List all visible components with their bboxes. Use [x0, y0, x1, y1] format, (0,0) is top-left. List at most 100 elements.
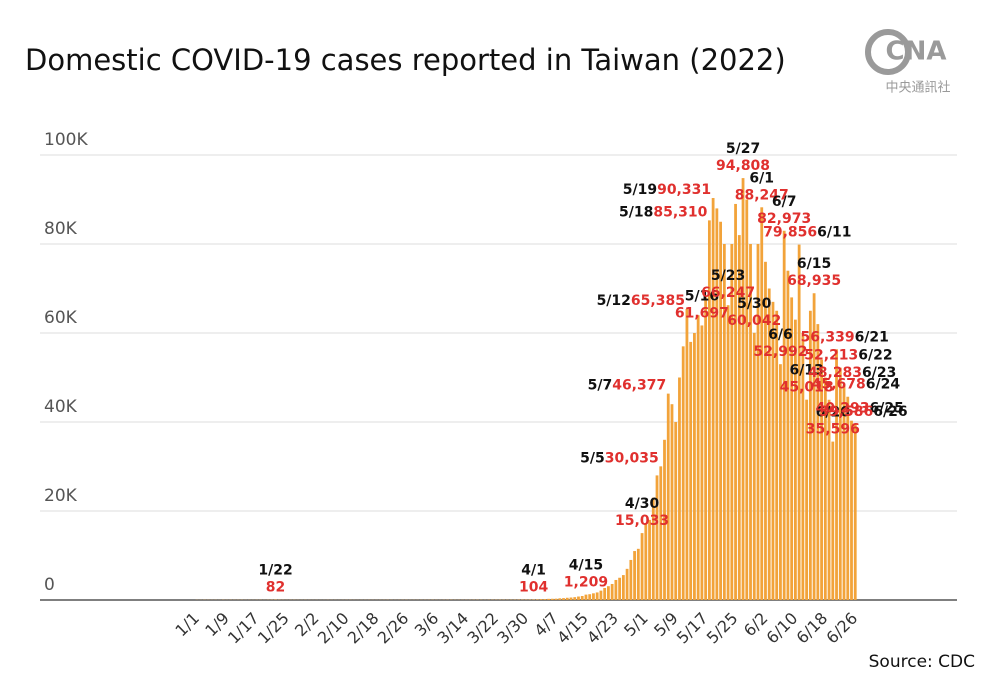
- y-tick-label: 40K: [44, 397, 78, 417]
- bar: [689, 341, 693, 600]
- bar: [663, 439, 666, 600]
- annotation-value: 39,586: [819, 404, 873, 420]
- annotation-value: 68,935: [787, 273, 841, 289]
- bar: [711, 198, 715, 601]
- annotation-value: 45,678: [812, 377, 866, 393]
- y-tick-label: 20K: [44, 486, 78, 506]
- bar: [704, 297, 708, 600]
- bar: [550, 598, 554, 600]
- annotation-value: 1,209: [564, 575, 608, 591]
- bar: [835, 349, 838, 600]
- bar: [760, 207, 764, 601]
- bar: [726, 305, 730, 600]
- bar: [797, 244, 801, 600]
- annotation-date: 4/30: [625, 496, 660, 512]
- annotation-value: 90,331: [657, 182, 711, 198]
- bar: [827, 399, 831, 600]
- bar: [693, 333, 696, 600]
- y-tick-label: 100K: [44, 130, 88, 150]
- y-tick-label: 60K: [44, 308, 78, 328]
- bar: [599, 590, 603, 600]
- annotation-date: 4/1: [521, 563, 546, 579]
- annotation-date: 6/15: [797, 256, 831, 272]
- bar: [603, 587, 607, 600]
- logo-mark: CNA: [886, 37, 947, 67]
- y-tick-label: 0: [44, 575, 55, 595]
- annotation-date: 5/18: [619, 204, 653, 220]
- annotation-date: 6/20: [816, 405, 851, 421]
- annotation-value: 61,697: [675, 305, 729, 321]
- bar: [539, 599, 543, 600]
- annotation-date: 5/16: [685, 288, 719, 304]
- bar: [838, 367, 842, 600]
- annotation-value: 15,033: [615, 513, 669, 529]
- bar: [820, 359, 823, 600]
- bar: [573, 597, 577, 600]
- annotation-value: 65,385: [631, 293, 685, 309]
- bar: [850, 420, 853, 600]
- bar: [771, 301, 775, 600]
- source: Source: CDC: [869, 652, 975, 672]
- bar: [741, 178, 745, 600]
- bar: [696, 315, 700, 600]
- bar: [737, 235, 741, 600]
- bar: [700, 325, 704, 600]
- bar: [715, 208, 719, 600]
- bar: [558, 598, 562, 600]
- bar: [614, 579, 618, 600]
- bar: [846, 396, 850, 600]
- bar: [779, 364, 782, 600]
- logo-name: 中央通訊社: [885, 80, 950, 96]
- annotation-value: 82: [266, 580, 285, 596]
- bar: [831, 441, 835, 600]
- bar: [719, 221, 722, 600]
- bar: [749, 244, 752, 600]
- bar: [681, 346, 685, 600]
- bar: [808, 310, 812, 600]
- annotation-value: 82,973: [757, 211, 811, 227]
- annotation-value: 60,042: [727, 313, 781, 329]
- annotation-date: 6/24: [866, 377, 901, 393]
- annotation-date: 4/15: [569, 558, 603, 574]
- bar-annotation: 5/530,035: [580, 450, 659, 466]
- annotation-date: 6/7: [772, 194, 797, 210]
- annotation-value: 40,293: [816, 401, 870, 417]
- bar: [812, 293, 816, 600]
- bar: [584, 594, 588, 600]
- bar-annotation: 40,2936/25: [816, 401, 904, 417]
- bar: [629, 559, 633, 600]
- annotation-date: 6/1: [749, 170, 774, 186]
- annotation-value: 85,310: [653, 204, 707, 220]
- bar: [636, 548, 640, 600]
- bar-annotation: 56,3396/21: [801, 329, 889, 345]
- bar: [674, 422, 678, 600]
- bar: [782, 230, 786, 601]
- bar-annotation: 45,6786/24: [812, 377, 901, 393]
- bar: [625, 568, 629, 600]
- bar: [816, 324, 820, 600]
- annotation-date: 6/13: [789, 363, 823, 379]
- bar: [588, 594, 592, 600]
- annotation-date: 5/27: [726, 141, 760, 157]
- bar: [745, 199, 749, 600]
- annotation-date: 5/7: [588, 378, 613, 394]
- bar: [595, 592, 599, 600]
- bar: [842, 385, 846, 600]
- annotation-date: 5/23: [711, 268, 745, 284]
- bar-annotation: 5/746,377: [588, 378, 667, 394]
- annotation-value: 48,283: [808, 365, 862, 381]
- y-tick-label: 80K: [44, 219, 78, 239]
- bar: [752, 332, 756, 600]
- bar: [756, 244, 760, 600]
- bar: [547, 598, 550, 600]
- bar-annotation: 5/1885,310: [619, 204, 708, 220]
- bar: [607, 586, 610, 600]
- annotation-value: 45,018: [780, 380, 834, 396]
- bar-annotation: 39,5866/26: [819, 404, 907, 420]
- bar: [640, 533, 644, 600]
- logo-ring: [865, 29, 911, 75]
- bar: [633, 551, 636, 600]
- bar: [569, 597, 573, 600]
- annotation-value: 52,213: [804, 348, 858, 364]
